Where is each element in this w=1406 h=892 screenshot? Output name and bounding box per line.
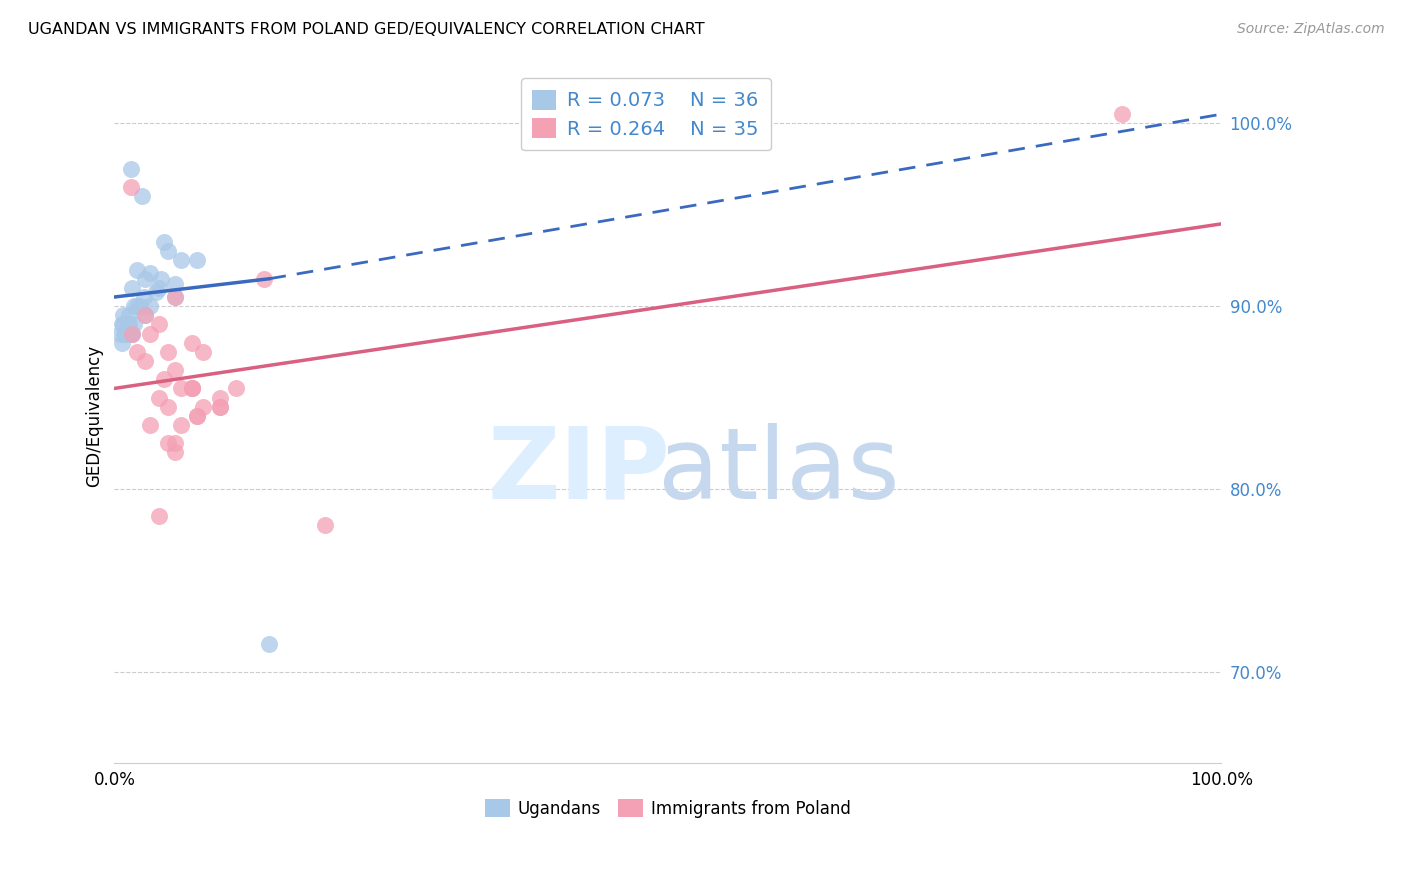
Point — [139, 326, 162, 341]
Point — [111, 318, 134, 332]
Point — [125, 299, 148, 313]
Point — [112, 326, 135, 341]
Point — [148, 509, 170, 524]
Point — [225, 381, 247, 395]
Point — [114, 326, 136, 341]
Point — [139, 417, 162, 432]
Point — [170, 253, 193, 268]
Point — [134, 354, 156, 368]
Point — [124, 299, 146, 313]
Point — [145, 285, 167, 299]
Point — [156, 436, 179, 450]
Point — [170, 381, 193, 395]
Point — [186, 409, 208, 423]
Point — [191, 344, 214, 359]
Point — [120, 326, 142, 341]
Point — [165, 290, 187, 304]
Text: atlas: atlas — [658, 423, 900, 520]
Point — [118, 318, 141, 332]
Point — [156, 400, 179, 414]
Point — [134, 308, 156, 322]
Point — [121, 281, 143, 295]
Point — [186, 253, 208, 268]
Point — [118, 308, 141, 322]
Point — [259, 637, 281, 651]
Point — [153, 372, 176, 386]
Point — [170, 417, 193, 432]
Point — [148, 318, 170, 332]
Point — [121, 326, 143, 341]
Point — [117, 318, 139, 332]
Point — [191, 400, 214, 414]
Point — [120, 180, 142, 194]
Point — [208, 400, 231, 414]
Point — [131, 189, 153, 203]
Point — [139, 299, 162, 313]
Point — [314, 518, 336, 533]
Point — [112, 308, 135, 322]
Point — [156, 344, 179, 359]
Point — [165, 277, 187, 292]
Point — [120, 162, 142, 177]
Point — [124, 318, 146, 332]
Point — [114, 326, 136, 341]
Point — [108, 326, 131, 341]
Point — [208, 400, 231, 414]
Point — [134, 290, 156, 304]
Point — [128, 299, 150, 313]
Point — [165, 445, 187, 459]
Point — [180, 381, 202, 395]
Y-axis label: GED/Equivalency: GED/Equivalency — [86, 345, 103, 487]
Point — [139, 266, 162, 280]
Point — [153, 235, 176, 249]
Point — [125, 262, 148, 277]
Point — [148, 391, 170, 405]
Point — [149, 271, 172, 285]
Point — [208, 391, 231, 405]
Point — [1111, 107, 1133, 121]
Point — [156, 244, 179, 259]
Point — [148, 281, 170, 295]
Point — [165, 436, 187, 450]
Point — [180, 381, 202, 395]
Point — [134, 271, 156, 285]
Point — [125, 344, 148, 359]
Point — [121, 326, 143, 341]
Text: ZIP: ZIP — [488, 423, 671, 520]
Point — [186, 409, 208, 423]
Text: UGANDAN VS IMMIGRANTS FROM POLAND GED/EQUIVALENCY CORRELATION CHART: UGANDAN VS IMMIGRANTS FROM POLAND GED/EQ… — [28, 22, 704, 37]
Point — [253, 271, 276, 285]
Point — [134, 308, 156, 322]
Point — [165, 290, 187, 304]
Text: Source: ZipAtlas.com: Source: ZipAtlas.com — [1237, 22, 1385, 37]
Point — [112, 318, 135, 332]
Point — [180, 335, 202, 350]
Legend: Ugandans, Immigrants from Poland: Ugandans, Immigrants from Poland — [478, 793, 858, 824]
Point — [180, 381, 202, 395]
Point — [165, 363, 187, 377]
Point — [111, 335, 134, 350]
